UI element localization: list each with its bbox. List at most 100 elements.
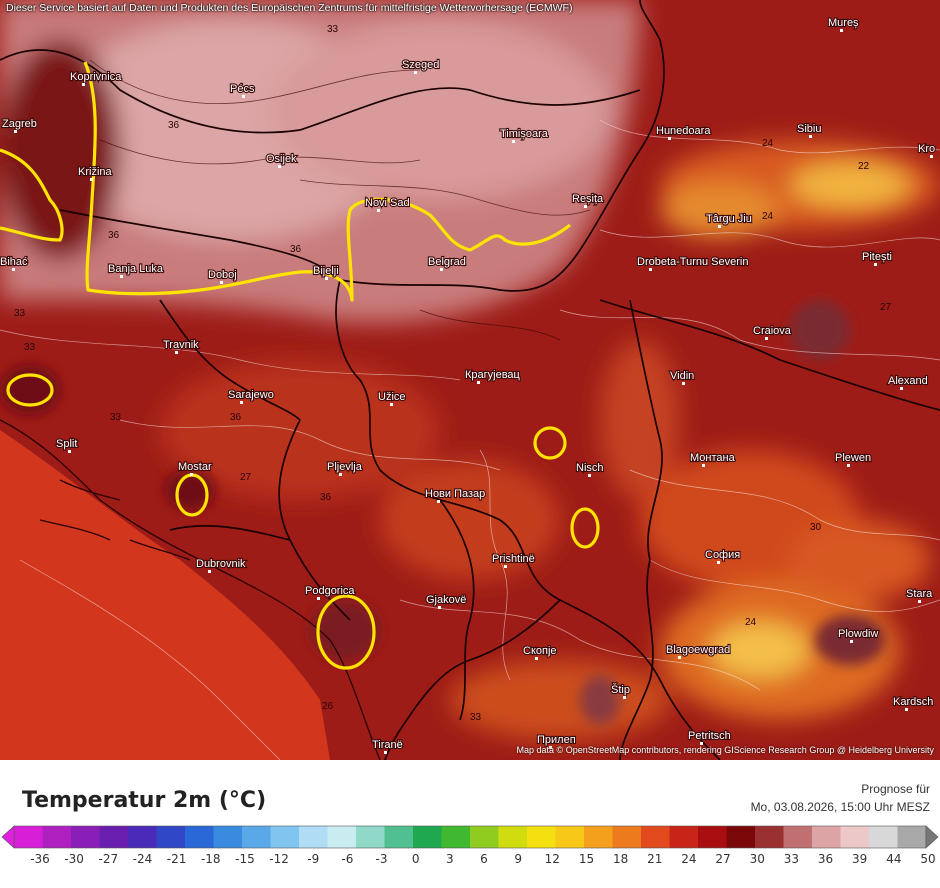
city-marker	[588, 474, 591, 477]
colorbar-segment	[356, 826, 385, 848]
city-label-split: Split	[56, 438, 77, 450]
city-marker	[190, 473, 193, 476]
isotherm-value-label: 33	[470, 712, 482, 723]
city-label-koprivnica: Koprivnica	[70, 71, 122, 83]
colorbar-tick-label: -15	[235, 852, 255, 866]
isotherm-lines	[0, 119, 940, 760]
temperature-map[interactable]: 33 36 36 36 33 33 33 22 24 24 36 36 27 26 24 30 27 30 33 K…	[0, 0, 940, 760]
city-label-nisch: Nisch	[576, 462, 604, 474]
isotherm-value-label: 26	[322, 701, 334, 712]
isotherm-value-label: 36	[290, 244, 302, 255]
city-label-prilep: Прилеп	[537, 734, 576, 746]
colorbar-tick-label: 36	[817, 852, 834, 866]
city-label-bihac: Bihać	[0, 256, 28, 268]
city-marker	[278, 165, 281, 168]
city-marker	[717, 561, 720, 564]
city-marker	[317, 597, 320, 600]
colorbar-ticks: -36 -30 -27 -24 -21 -18 -15 -12 -9 -6 -3 0 3 6 9 12 15 18…	[0, 852, 940, 872]
colorbar-segment	[783, 826, 813, 848]
city-label-pitesti: Pitești	[862, 251, 892, 263]
city-label-vidin: Vidin	[670, 370, 694, 382]
colorbar-segment	[242, 826, 271, 848]
colorbar-segment	[755, 826, 784, 848]
colorbar-tick-label: 50	[920, 852, 936, 866]
colorbar-tick-label: -27	[98, 852, 119, 866]
city-label-drobeta: Drobeta-Turnu Severin	[637, 256, 748, 268]
city-marker	[682, 382, 685, 385]
city-marker	[847, 464, 850, 467]
colorbar-tick-label: 12	[544, 852, 560, 866]
colorbar-tick-label: -36	[30, 852, 50, 866]
colorbar-segment	[213, 826, 243, 848]
legend-title: Temperatur 2m (°C)	[22, 788, 267, 813]
colorbar-tick-label: 33	[783, 852, 800, 866]
city-label-kro: Kro	[918, 143, 935, 155]
city-label-kragujevac: Крагујевац	[465, 369, 521, 381]
city-label-alexand: Alexand	[888, 375, 928, 387]
city-marker	[809, 135, 812, 138]
map-attribution[interactable]: Map data © OpenStreetMap contributors, r…	[516, 745, 934, 755]
city-marker	[535, 657, 538, 660]
city-label-targujiu: Târgu Jiu	[706, 213, 752, 225]
isotherm-value-label: 33	[14, 308, 26, 319]
colorbar-tick-label: 24	[681, 852, 697, 866]
city-label-travnik: Travnik	[163, 339, 199, 351]
city-label-stip: Štip	[611, 683, 630, 696]
colorbar-tick-label: -21	[166, 852, 187, 866]
city-label-uzice: Užice	[378, 391, 406, 403]
colorbar-tick-label: 27	[715, 852, 731, 866]
warm-orange-zones	[160, 140, 940, 740]
city-label-dubrovnik: Dubrovnik	[196, 558, 246, 570]
city-label-plowdiw: Plowdiw	[838, 628, 878, 640]
isotherm-value-label: 30	[720, 732, 732, 743]
colorbar-segment	[470, 826, 499, 848]
city-marker	[14, 130, 17, 133]
city-marker	[700, 742, 703, 745]
colorbar-tick-label: -12	[269, 852, 289, 866]
city-label-sibiu: Sibiu	[797, 123, 821, 135]
city-marker	[668, 137, 671, 140]
city-marker	[649, 268, 652, 271]
colorbar-segment	[840, 826, 870, 848]
city-marker	[120, 275, 123, 278]
city-marker	[718, 225, 721, 228]
adriatic-sea-area	[0, 430, 330, 760]
city-label-hunedoara: Hunedoara	[656, 125, 711, 137]
colorbar-segment	[641, 826, 670, 848]
city-marker	[240, 401, 243, 404]
colorbar-tick-label: -18	[200, 852, 221, 866]
city-label-stara: Stara	[906, 588, 933, 600]
colorbar-tick-label: 21	[647, 852, 663, 866]
isotherm-value-label: 33	[327, 24, 339, 35]
colorbar-tick-label: 44	[886, 852, 902, 866]
colorbar-segment	[698, 826, 727, 848]
colorbar-tick-label: 30	[749, 852, 765, 866]
city-marker	[930, 155, 933, 158]
city-marker	[12, 268, 15, 271]
city-marker	[549, 746, 552, 749]
colorbar-tick-label: -6	[341, 852, 354, 866]
city-marker	[765, 337, 768, 340]
legend-panel: Temperatur 2m (°C) Prognose für Mo, 03.0…	[0, 760, 940, 888]
temperature-colorbar	[1, 825, 939, 849]
colorbar-segment	[42, 826, 72, 848]
city-label-tirane: Tiranë	[372, 739, 403, 751]
colorbar-tick-label: -9	[307, 852, 320, 866]
colorbar-segment	[498, 826, 528, 848]
forecast-label: Prognose für	[861, 782, 930, 796]
city-marker	[905, 708, 908, 711]
colorbar-tick-label: 39	[852, 852, 868, 866]
colorbar-segment	[869, 826, 898, 848]
colorbar-tick-label: -24	[132, 852, 153, 866]
city-label-pristina: Prishtinë	[492, 553, 535, 565]
city-label-montana: Монтана	[690, 452, 736, 464]
city-marker	[512, 140, 515, 143]
colorbar-segment	[99, 826, 129, 848]
city-marker	[437, 500, 440, 503]
city-label-doboj: Doboj	[208, 269, 237, 281]
city-label-zagreb: Zagreb	[2, 118, 37, 130]
colorbar-segment	[413, 826, 442, 848]
isotherm-value-label: 36	[168, 120, 180, 131]
city-marker	[384, 751, 387, 754]
data-source-notice: Dieser Service basiert auf Daten und Pro…	[6, 2, 573, 14]
